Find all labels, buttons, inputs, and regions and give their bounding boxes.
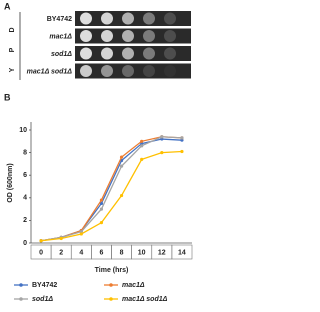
spot	[101, 30, 113, 42]
spot	[164, 65, 176, 77]
point	[119, 193, 124, 198]
page: {"panel_a": {"label": "A", "medium": ["Y…	[4, 1, 193, 303]
point	[160, 135, 164, 139]
legend-marker	[19, 283, 23, 287]
point	[180, 149, 184, 154]
spot	[164, 47, 176, 60]
point	[180, 138, 184, 142]
spot	[80, 30, 92, 42]
legend-marker	[109, 297, 113, 301]
point	[59, 236, 63, 241]
medium-letter: D	[9, 27, 16, 32]
strain-label: sod1Δ	[51, 51, 72, 58]
spot	[164, 30, 176, 42]
medium-letter: Y	[9, 67, 16, 72]
spot	[122, 65, 134, 77]
x-tick-label: 10	[138, 249, 146, 256]
x-tick-label: 14	[178, 249, 186, 256]
spot	[143, 12, 155, 25]
series-line	[40, 150, 182, 242]
y-tick-label: 4	[23, 195, 27, 202]
x-tick-label: 2	[59, 249, 63, 256]
point	[140, 157, 144, 161]
spot	[80, 65, 92, 77]
x-tick-label: 8	[120, 249, 124, 256]
y-tick-label: 10	[19, 127, 27, 134]
spot	[101, 65, 113, 77]
point	[140, 139, 144, 143]
panel-label: A	[4, 1, 11, 11]
y-tick-label: 0	[23, 240, 27, 247]
y-axis-label: OD (600nm)	[7, 163, 14, 202]
point	[99, 201, 104, 206]
legend-label: BY4742	[32, 282, 57, 289]
x-tick-label: 4	[79, 249, 83, 256]
point	[140, 144, 144, 148]
spot	[143, 47, 155, 60]
point	[39, 239, 43, 243]
spot	[80, 12, 92, 25]
point	[160, 137, 164, 141]
y-tick-label: 8	[23, 149, 27, 156]
series-line	[40, 136, 182, 242]
spot	[122, 30, 134, 42]
panel-label: B	[4, 92, 11, 102]
point	[119, 164, 124, 168]
x-tick-label: 6	[99, 249, 103, 256]
point	[99, 198, 104, 202]
legend-label: mac1Δ sod1Δ	[122, 296, 168, 303]
x-tick-label: 12	[158, 249, 166, 256]
spot	[122, 12, 134, 25]
point	[99, 207, 104, 211]
series-line	[40, 138, 182, 242]
point	[79, 230, 83, 234]
x-axis-label: Time (hrs)	[95, 267, 129, 274]
x-tick-cell	[171, 244, 193, 260]
y-tick-label: 6	[23, 172, 27, 179]
point	[79, 232, 83, 236]
y-tick-label: 2	[23, 217, 27, 224]
point	[180, 136, 184, 140]
spot	[101, 47, 113, 60]
spot	[143, 30, 155, 42]
strain-label: mac1Δ sod1Δ	[27, 68, 73, 75]
spot	[80, 47, 92, 60]
x-tick-label: 0	[39, 249, 43, 256]
legend-marker	[19, 297, 23, 301]
legend-label: sod1Δ	[32, 296, 53, 303]
point	[99, 221, 104, 225]
spot	[122, 47, 134, 60]
legend-marker	[109, 283, 113, 287]
legend-label: mac1Δ	[122, 282, 145, 289]
spot	[143, 65, 155, 77]
point	[140, 141, 144, 146]
strain-label: mac1Δ	[49, 33, 72, 40]
figure: A Y P D B BY4742 mac1Δ sod1Δ mac1Δ sod1Δ 0 2 4…	[4, 1, 193, 303]
point	[119, 155, 124, 159]
spot	[101, 12, 113, 25]
medium-letter: P	[9, 47, 16, 52]
spot	[164, 12, 176, 25]
strain-label: BY4742	[47, 16, 72, 23]
point	[160, 151, 164, 155]
